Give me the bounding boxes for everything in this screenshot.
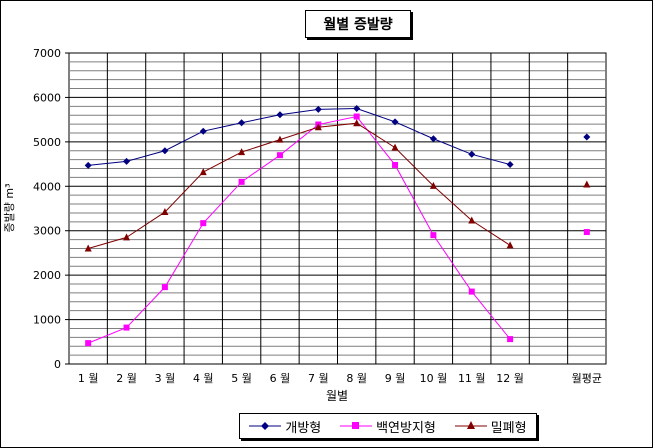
data-point — [199, 168, 207, 176]
x-tick-label: 7 월 — [308, 372, 329, 385]
y-tick-label: 3000 — [33, 225, 61, 238]
x-tick-label: 5 월 — [231, 372, 252, 385]
legend-label-open: 개방형 — [285, 420, 322, 436]
legend-item-plume-abatement: 백연방지형 — [340, 417, 436, 436]
legend: 개방형 백연방지형 밀폐형 — [239, 413, 537, 439]
series-line — [87, 115, 511, 344]
x-tick-label: 4 월 — [193, 372, 214, 385]
data-point — [314, 105, 322, 113]
x-tick-label: 12 월 — [496, 372, 524, 385]
data-point — [161, 284, 168, 291]
data-point — [429, 135, 437, 143]
x-tick-label: 11 월 — [458, 372, 486, 385]
data-point — [161, 147, 169, 155]
data-point — [84, 161, 92, 169]
x-tick-label: 3 월 — [155, 372, 176, 385]
data-point — [353, 113, 360, 120]
data-point — [353, 105, 361, 113]
legend-label-closed: 밀폐형 — [490, 420, 527, 436]
chart-title-box: 월별 증발량 — [305, 10, 411, 38]
data-point — [85, 340, 92, 347]
series-line — [88, 108, 511, 166]
square-marker-icon — [340, 422, 373, 429]
data-point — [161, 208, 169, 216]
data-point — [468, 216, 476, 224]
data-point — [468, 150, 476, 158]
data-point — [276, 152, 283, 159]
x-tick-label: 월평균 — [572, 372, 602, 385]
y-tick-label: 4000 — [33, 180, 61, 193]
x-tick-label: 2 월 — [116, 372, 137, 385]
legend-item-open: 개방형 — [249, 417, 321, 436]
data-point — [276, 111, 284, 119]
data-point — [123, 233, 131, 241]
data-point — [238, 148, 246, 156]
data-point — [468, 288, 475, 295]
data-point — [199, 127, 207, 135]
data-point — [583, 180, 591, 188]
data-point — [276, 135, 284, 143]
y-tick-label: 7000 — [33, 47, 61, 60]
legend-label-plume-abatement: 백연방지형 — [376, 420, 436, 436]
x-axis-label: 월별 — [326, 389, 348, 403]
diamond-marker-icon — [249, 422, 282, 430]
series-line — [88, 122, 511, 249]
data-point — [506, 161, 514, 169]
x-tick-label: 10 월 — [420, 372, 448, 385]
data-point — [429, 181, 437, 189]
y-tick-label: 5000 — [33, 136, 61, 149]
data-point — [238, 178, 245, 185]
data-point — [391, 118, 399, 126]
data-point — [391, 143, 399, 151]
data-point — [353, 119, 361, 127]
triangle-marker-icon — [454, 421, 487, 429]
data-point — [507, 336, 514, 343]
data-point — [238, 119, 246, 127]
data-point — [506, 241, 514, 249]
data-point — [583, 133, 591, 141]
y-tick-label: 2000 — [33, 269, 61, 282]
y-tick-label: 6000 — [33, 91, 61, 104]
data-point — [200, 220, 207, 227]
y-axis-label: 증발량 m³ — [3, 184, 16, 233]
data-point — [123, 324, 130, 331]
data-point — [583, 229, 590, 236]
y-tick-label: 0 — [54, 358, 61, 371]
x-tick-label: 1 월 — [78, 372, 99, 385]
legend-item-closed: 밀폐형 — [454, 417, 527, 436]
x-tick-label: 8 월 — [346, 372, 367, 385]
data-point — [123, 157, 131, 165]
x-tick-label: 6 월 — [270, 372, 291, 385]
x-tick-label: 9 월 — [385, 372, 406, 385]
data-point — [430, 232, 437, 239]
data-point — [314, 123, 322, 131]
data-point — [392, 161, 399, 168]
data-point — [84, 244, 92, 252]
chart-title: 월별 증발량 — [323, 17, 393, 33]
y-tick-label: 1000 — [33, 314, 61, 327]
